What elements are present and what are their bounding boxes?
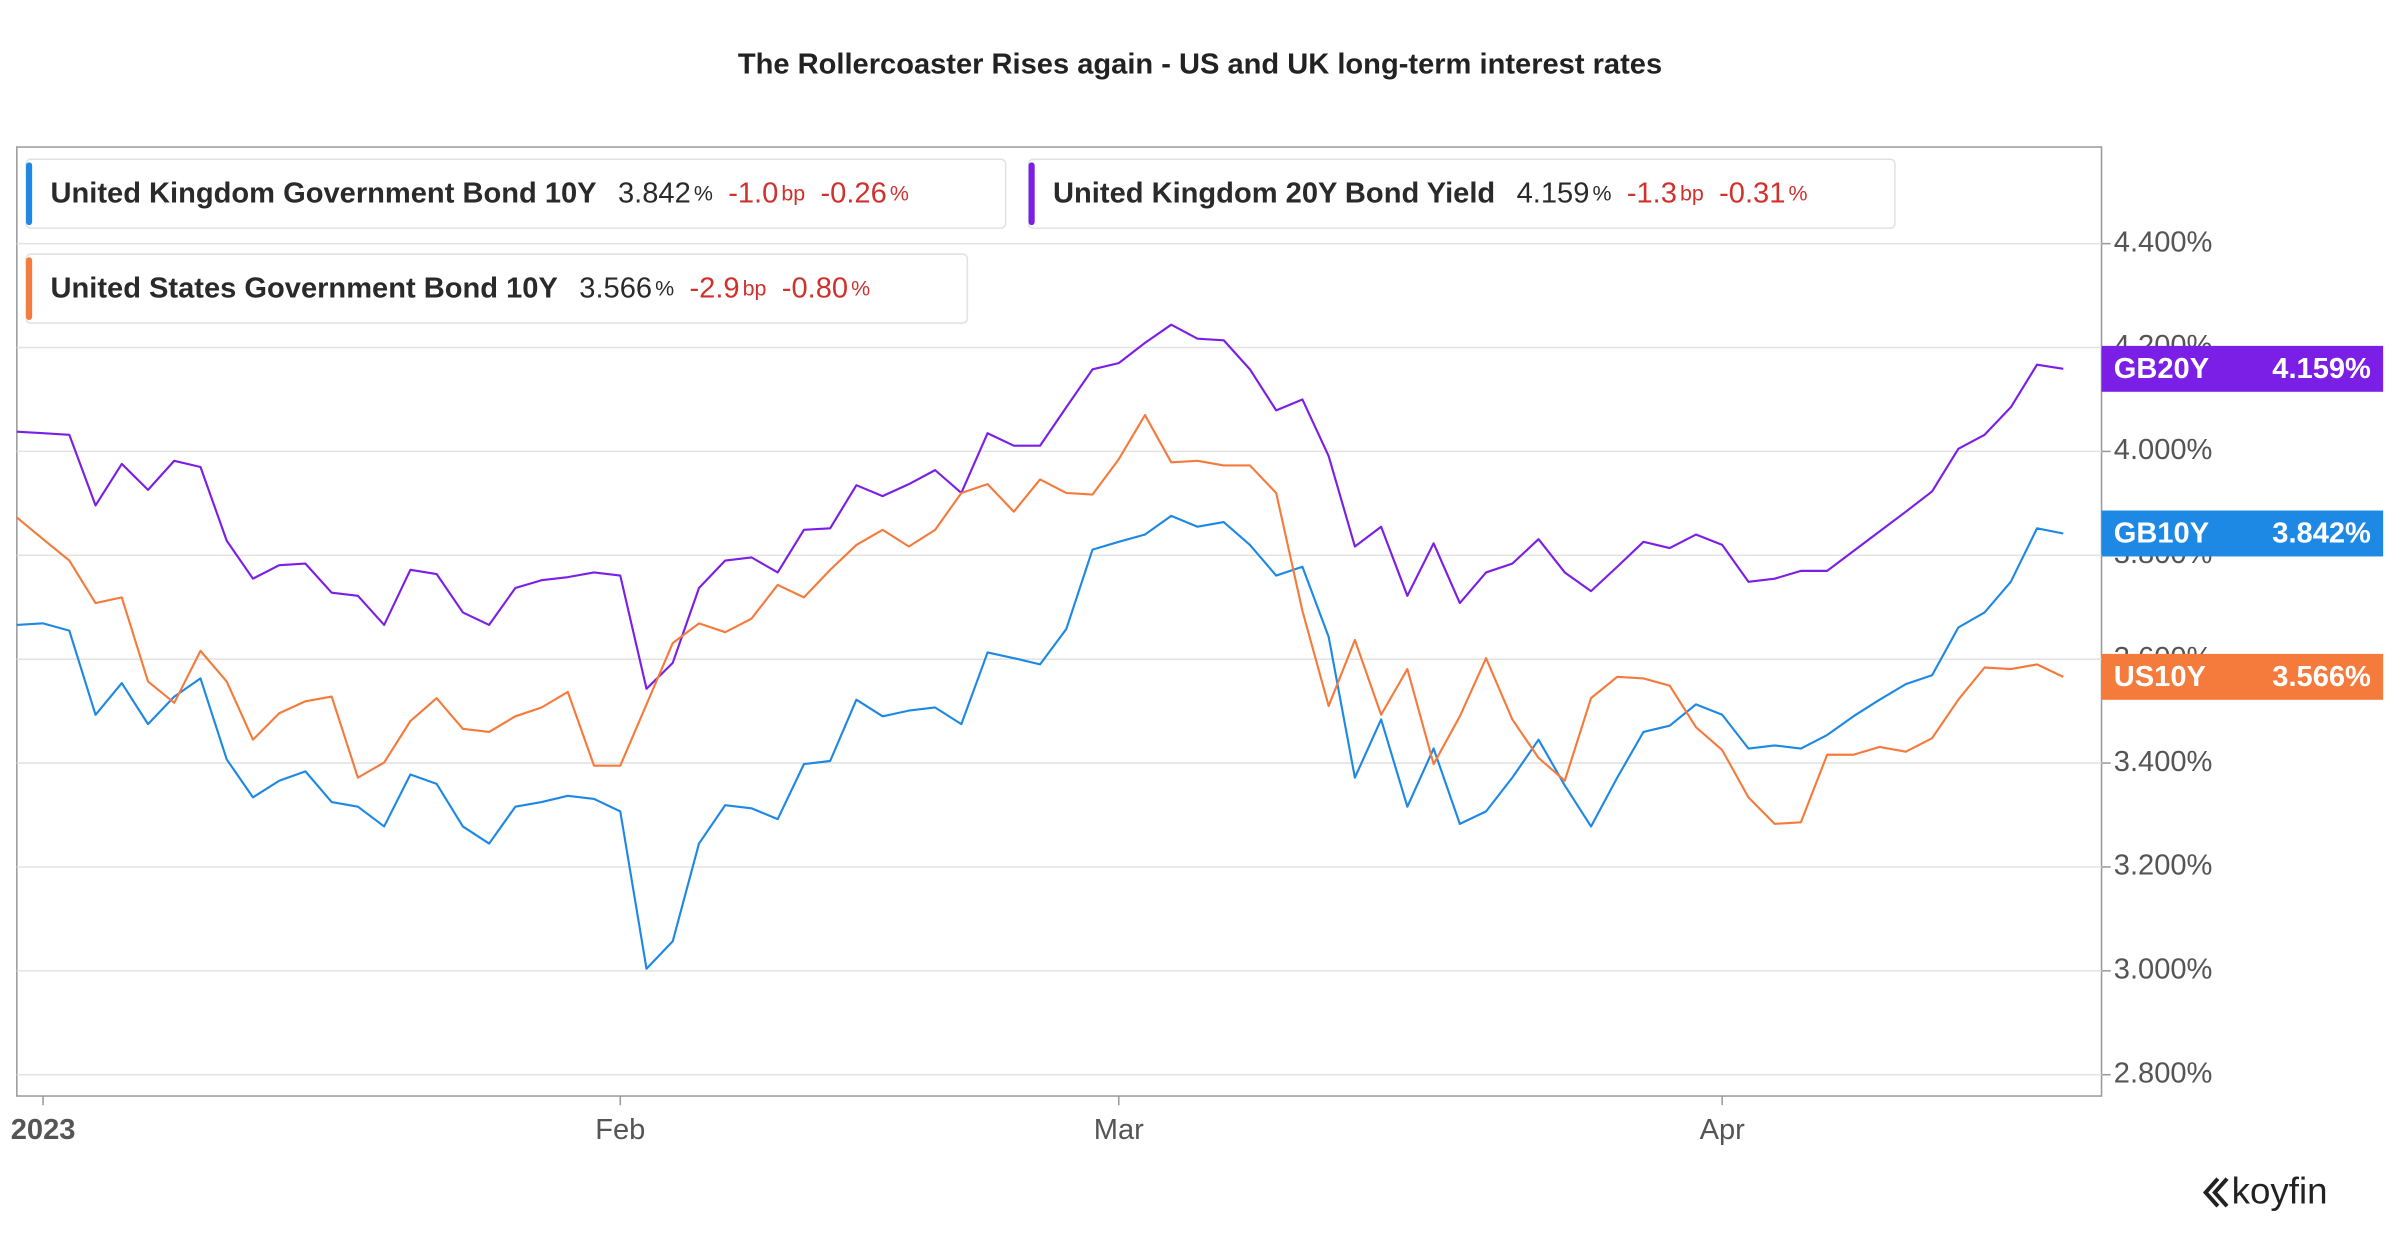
- legend-item: United States Government Bond 10Y 3.566% -…: [25, 253, 969, 324]
- legend-swatch: [1028, 162, 1035, 226]
- badge-ticker: GB10Y: [2114, 518, 2209, 550]
- plot-frame: [16, 146, 2103, 1097]
- logo-icon: [2202, 1177, 2229, 1208]
- legend-unit: %: [890, 181, 909, 205]
- grid: [16, 242, 2102, 1076]
- badge-value: 3.842%: [2272, 518, 2371, 550]
- legend-unit: %: [655, 276, 674, 300]
- series-line: [16, 413, 2064, 825]
- legend-last: 3.566: [579, 272, 652, 304]
- legend-name: United States Government Bond 10Y: [51, 272, 558, 304]
- badge-ticker: US10Y: [2114, 661, 2206, 693]
- badge-value: 3.566%: [2272, 661, 2371, 693]
- badge-value: 4.159%: [2272, 353, 2371, 385]
- series-line: [16, 514, 2064, 970]
- y-tick-label: 4.400%: [2114, 226, 2213, 258]
- last-value-badge: [2101, 510, 2384, 557]
- legend-unit: bp: [1680, 181, 1704, 205]
- last-value-badge: [2101, 653, 2384, 700]
- x-tick-label: Apr: [1700, 1114, 1746, 1146]
- y-tick-label: 2.800%: [2114, 1057, 2213, 1089]
- legend-text: United States Government Bond 10Y 3.566% -…: [51, 272, 871, 304]
- chart-title: The Rollercoaster Rises again - US and U…: [738, 49, 1662, 81]
- y-tick-label: 4.000%: [2114, 434, 2213, 466]
- legend-unit: %: [1592, 181, 1611, 205]
- legend-swatch: [26, 162, 33, 226]
- logo: koyfin: [2202, 1171, 2328, 1212]
- x-tick-label: Feb: [595, 1114, 645, 1146]
- legend-change: -1.0: [728, 177, 778, 209]
- legend-unit: %: [1788, 181, 1807, 205]
- legend-unit: bp: [743, 276, 767, 300]
- last-value-badge: [2101, 345, 2384, 392]
- legend-change-pct: -0.26: [820, 177, 886, 209]
- legend-last: 4.159: [1517, 177, 1590, 209]
- legend-unit: bp: [781, 181, 805, 205]
- badge-ticker: GB20Y: [2114, 353, 2209, 385]
- legend-item: United Kingdom Government Bond 10Y 3.842%…: [25, 158, 1007, 229]
- legend-change: -1.3: [1627, 177, 1677, 209]
- legend-unit: %: [851, 276, 870, 300]
- y-tick-label: 3.000%: [2114, 954, 2213, 986]
- legend-swatch: [26, 257, 33, 320]
- legend-text: United Kingdom 20Y Bond Yield 4.159% -1.3 b…: [1053, 177, 1807, 209]
- series-line: [16, 323, 2064, 690]
- legend-change: -2.9: [689, 272, 739, 304]
- x-tick-label: Mar: [1094, 1114, 1144, 1146]
- legend-change-pct: -0.80: [782, 272, 848, 304]
- legend-last: 3.842: [618, 177, 691, 209]
- y-tick-label: 3.200%: [2114, 850, 2213, 882]
- x-tick-label: 2023: [11, 1114, 76, 1146]
- legend-name: United Kingdom 20Y Bond Yield: [1053, 177, 1495, 209]
- legend-change-pct: -0.31: [1719, 177, 1785, 209]
- legend-name: United Kingdom Government Bond 10Y: [51, 177, 597, 209]
- legend-text: United Kingdom Government Bond 10Y 3.842%…: [51, 177, 909, 209]
- logo-text: koyfin: [2232, 1171, 2328, 1212]
- legend-unit: %: [694, 181, 713, 205]
- y-tick-label: 3.400%: [2114, 746, 2213, 778]
- legend-item: United Kingdom 20Y Bond Yield 4.159% -1.3 b…: [1027, 158, 1896, 229]
